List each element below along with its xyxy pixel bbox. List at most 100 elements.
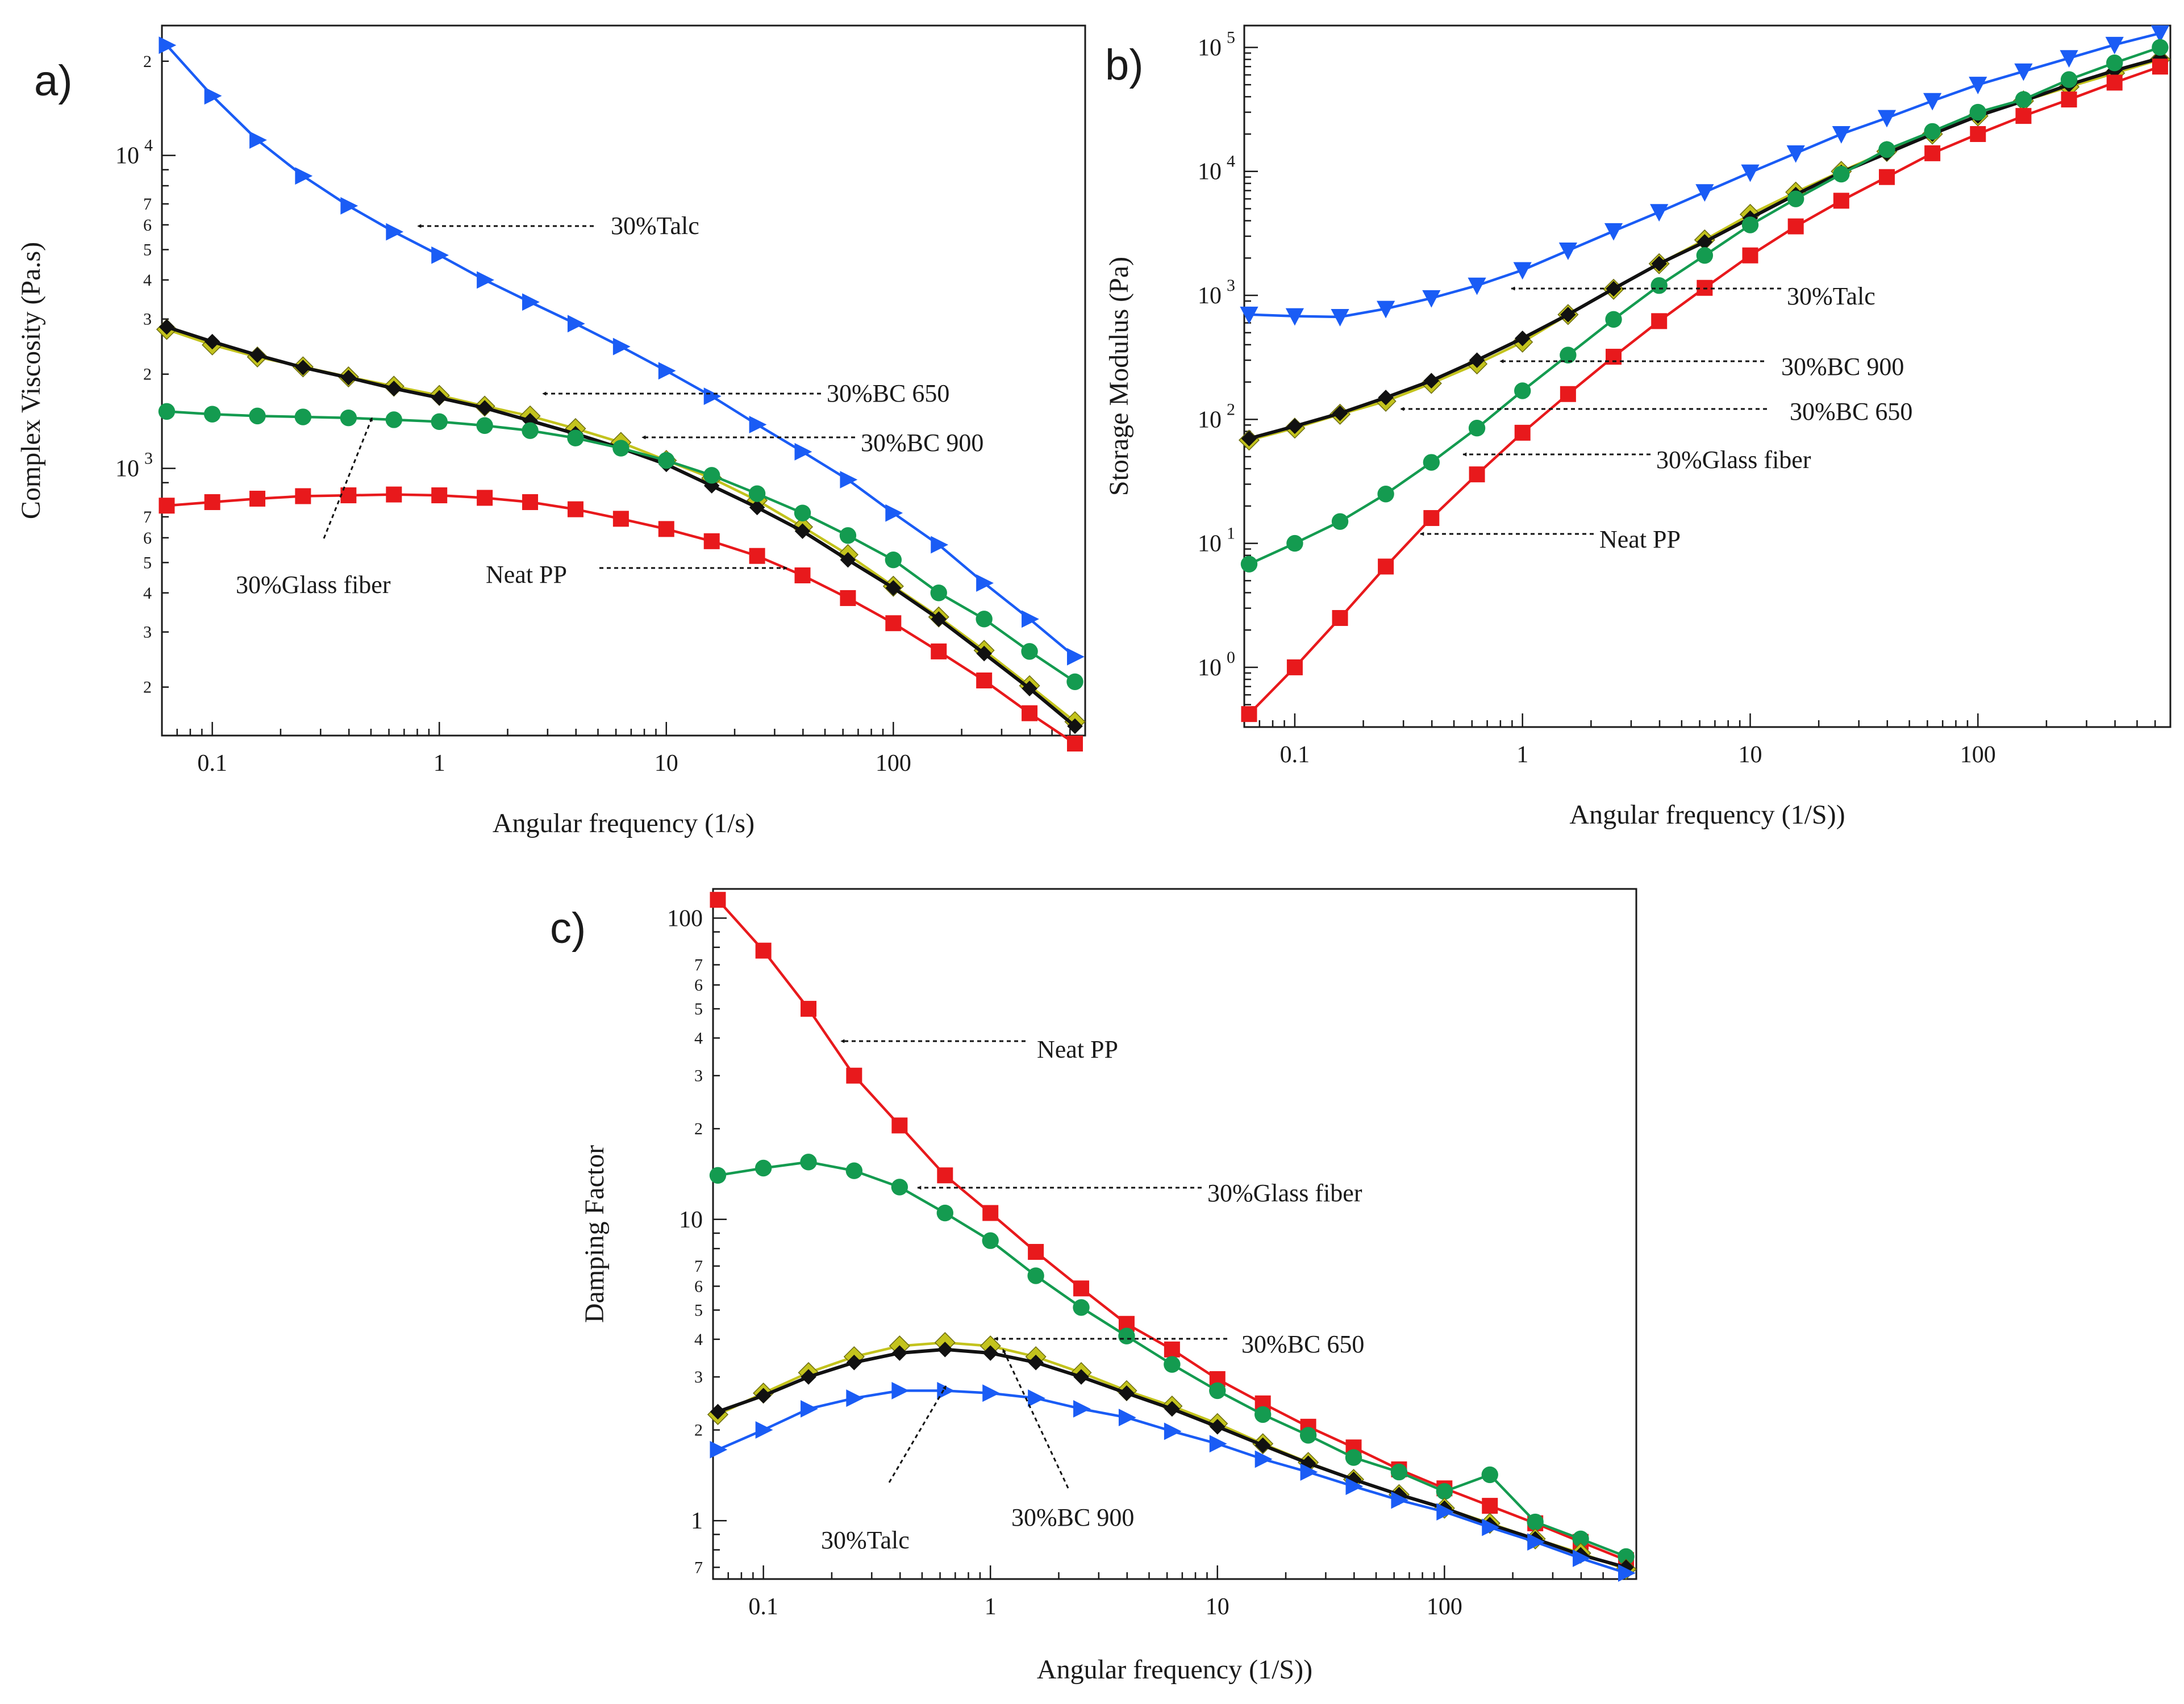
data-point-30pct-bc-900 bbox=[891, 1345, 908, 1361]
y-tick-label: 10 bbox=[115, 143, 139, 169]
data-point-neat-pp bbox=[477, 490, 493, 506]
data-point-neat-pp bbox=[386, 486, 402, 503]
data-point-neat-pp bbox=[976, 672, 993, 688]
series-30pct-glass-fiber bbox=[709, 1154, 1635, 1565]
annotation-label-30pct-glass-fiber: 30%Glass fiber bbox=[236, 571, 391, 599]
data-point-30pct-bc-900 bbox=[931, 611, 947, 627]
data-point-neat-pp bbox=[1423, 510, 1440, 527]
data-point-30pct-glass-fiber bbox=[845, 1162, 863, 1179]
data-point-30pct-talc bbox=[1618, 1564, 1636, 1582]
data-point-30pct-talc bbox=[1786, 145, 1805, 163]
x-axis: 0.1 1 10 100 bbox=[161, 722, 1086, 776]
data-point-30pct-talc bbox=[1558, 243, 1577, 260]
annotation-arrow bbox=[1002, 1348, 1069, 1489]
y-tick-label: 2 bbox=[143, 678, 152, 697]
data-point-30pct-glass-fiber bbox=[1209, 1382, 1226, 1400]
data-point-30pct-talc bbox=[1073, 1400, 1091, 1418]
annotation-label-30pct-glass-fiber: 30%Glass fiber bbox=[1207, 1179, 1362, 1207]
y-tick-exponent: 2 bbox=[1227, 400, 1235, 419]
data-point-30pct-bc-900 bbox=[1560, 307, 1576, 323]
data-point-neat-pp bbox=[567, 501, 583, 517]
data-point-30pct-glass-fiber bbox=[1605, 311, 1622, 328]
data-point-30pct-talc bbox=[1209, 1435, 1227, 1453]
annotation-label-30pct-talc: 30%Talc bbox=[611, 212, 699, 240]
y-tick-label: 10 bbox=[1198, 655, 1222, 681]
data-point-neat-pp bbox=[1286, 659, 1303, 675]
annotation-label-neat-pp: Neat PP bbox=[1599, 525, 1681, 553]
data-point-30pct-talc bbox=[1300, 1463, 1318, 1481]
y-tick-label: 3 bbox=[694, 1368, 703, 1386]
data-point-30pct-glass-fiber bbox=[976, 611, 993, 628]
y-tick-label: 7 bbox=[694, 1257, 703, 1276]
data-point-30pct-glass-fiber bbox=[748, 485, 766, 502]
y-tick-label: 5 bbox=[143, 553, 152, 572]
data-point-30pct-talc bbox=[703, 387, 722, 406]
data-point-30pct-talc bbox=[840, 471, 858, 488]
data-point-30pct-talc bbox=[976, 574, 994, 592]
data-point-30pct-talc bbox=[1513, 262, 1532, 280]
data-point-30pct-glass-fiber bbox=[1787, 190, 1804, 207]
data-point-neat-pp bbox=[1787, 218, 1804, 235]
data-point-30pct-glass-fiber bbox=[930, 584, 947, 602]
y-tick-label: 3 bbox=[694, 1067, 703, 1085]
data-point-neat-pp bbox=[1970, 126, 1986, 143]
data-point-30pct-talc bbox=[1240, 306, 1258, 324]
y-tick-exponent: 5 bbox=[1227, 28, 1235, 47]
data-point-30pct-talc bbox=[1877, 110, 1897, 128]
data-point-neat-pp bbox=[937, 1167, 953, 1184]
data-point-30pct-bc-900 bbox=[431, 390, 447, 406]
plot-frame bbox=[161, 24, 1086, 737]
annotation-label-30pct-bc-650: 30%BC 650 bbox=[827, 379, 949, 407]
data-point-neat-pp bbox=[1742, 247, 1758, 264]
data-point-30pct-talc bbox=[477, 271, 494, 289]
x-tick-label: 0.1 bbox=[748, 1594, 778, 1620]
data-point-neat-pp bbox=[749, 548, 765, 564]
data-point-30pct-glass-fiber bbox=[1390, 1463, 1408, 1481]
data-point-30pct-glass-fiber bbox=[1021, 643, 1038, 660]
annotation-label-neat-pp: Neat PP bbox=[1037, 1035, 1118, 1063]
data-point-30pct-talc bbox=[1066, 648, 1085, 666]
y-tick-label: 10 bbox=[115, 456, 139, 482]
data-point-30pct-bc-900 bbox=[1022, 680, 1037, 696]
data-point-30pct-bc-900 bbox=[937, 1342, 953, 1358]
series-30pct-talc bbox=[1240, 25, 2170, 327]
data-point-30pct-bc-900 bbox=[204, 333, 220, 350]
data-point-30pct-glass-fiber bbox=[1560, 346, 1577, 364]
x-tick-label: 10 bbox=[1738, 742, 1762, 768]
data-point-30pct-talc bbox=[710, 1440, 728, 1459]
data-point-30pct-bc-900 bbox=[1332, 405, 1348, 421]
data-point-neat-pp bbox=[1241, 706, 1257, 722]
data-point-neat-pp bbox=[1066, 736, 1083, 752]
data-point-30pct-bc-900 bbox=[1241, 431, 1257, 446]
panel-a-complex-viscosity: a) 0.1 1 10 100 2 3 4 5 6 7 10 3 2 3 4 5 6 7 10 4 2 Angular f… bbox=[16, 24, 1086, 838]
x-tick-label: 1 bbox=[985, 1594, 997, 1620]
data-point-30pct-bc-900 bbox=[749, 499, 765, 516]
data-point-30pct-glass-fiber bbox=[1286, 534, 1303, 552]
data-point-neat-pp bbox=[204, 494, 220, 511]
data-point-30pct-glass-fiber bbox=[709, 1167, 727, 1184]
y-tick-label: 3 bbox=[143, 310, 152, 329]
x-tick-label: 100 bbox=[1960, 742, 1996, 768]
data-point-30pct-talc bbox=[2060, 50, 2078, 68]
data-point-30pct-bc-900 bbox=[1378, 390, 1394, 406]
data-point-30pct-bc-900 bbox=[477, 400, 493, 416]
y-tick-label: 10 bbox=[1198, 159, 1222, 185]
y-tick-exponent: 3 bbox=[144, 449, 153, 468]
data-point-30pct-talc bbox=[749, 416, 767, 433]
x-tick-label: 100 bbox=[876, 750, 911, 776]
data-point-30pct-talc bbox=[1527, 1533, 1545, 1551]
data-point-neat-pp bbox=[159, 498, 175, 514]
data-point-30pct-glass-fiber bbox=[1696, 247, 1714, 264]
data-point-neat-pp bbox=[249, 490, 266, 507]
annotation-arrow bbox=[888, 1385, 947, 1483]
y-tick-label: 6 bbox=[143, 216, 152, 235]
series-30pct-talc bbox=[159, 36, 1085, 666]
data-point-30pct-talc bbox=[522, 293, 540, 311]
y-tick-label: 10 bbox=[679, 1207, 703, 1233]
data-point-30pct-talc bbox=[1468, 277, 1486, 295]
data-point-neat-pp bbox=[295, 488, 311, 504]
y-tick-label: 4 bbox=[694, 1029, 703, 1047]
